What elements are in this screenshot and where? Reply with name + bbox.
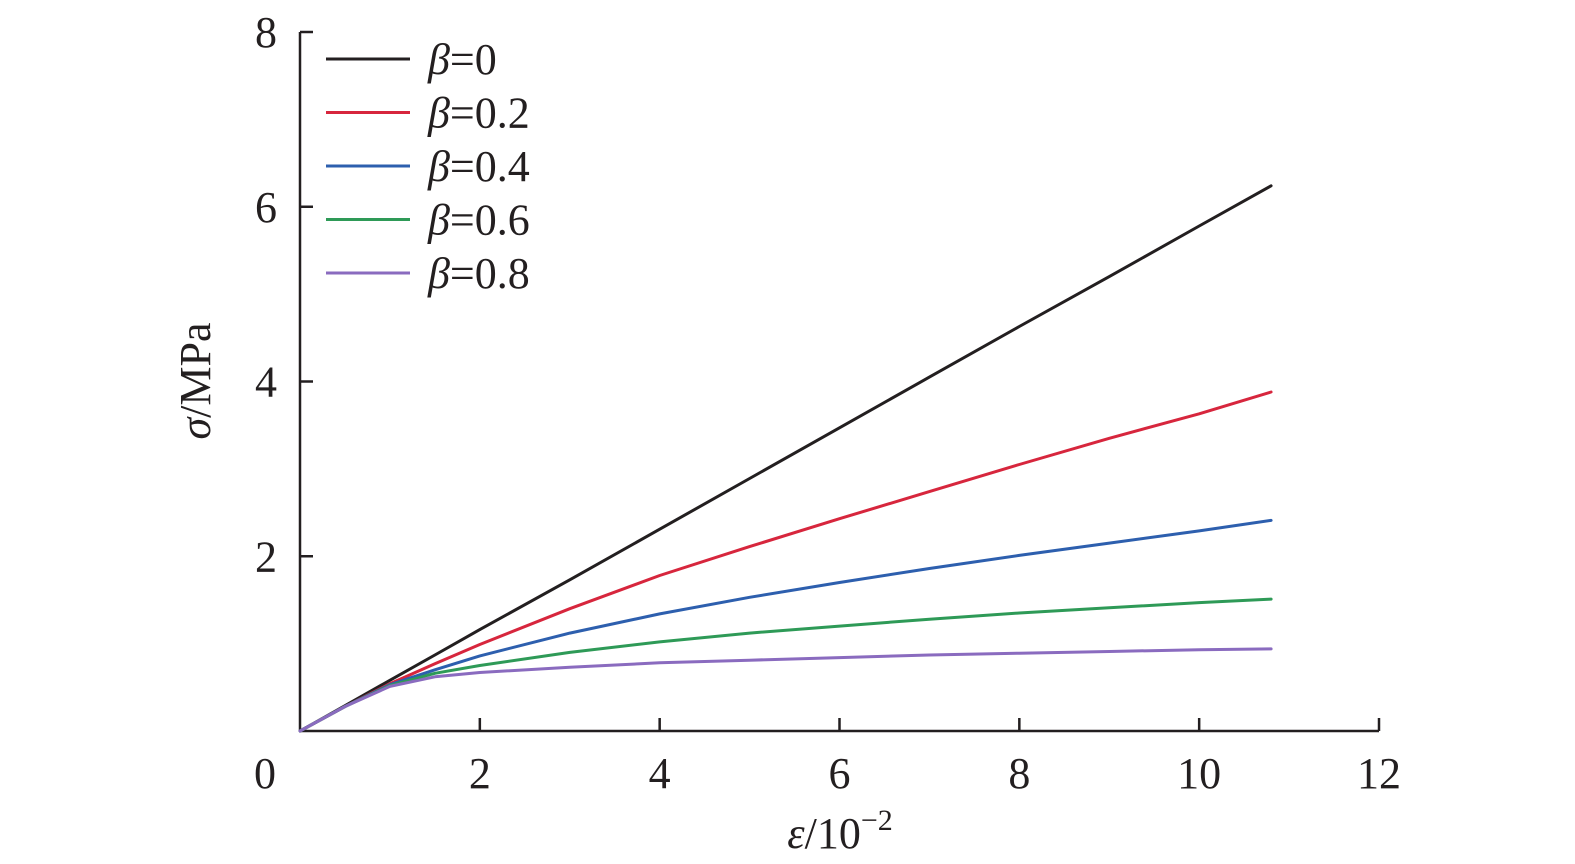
x-axis-label-text: /10 <box>805 809 861 858</box>
legend-label: β=0.6 <box>427 196 530 245</box>
y-tick-label: 4 <box>255 358 277 407</box>
legend-value: =0 <box>450 35 497 84</box>
legend-value: =0.6 <box>450 196 530 245</box>
y-axis-label: σ/MPa <box>171 322 220 439</box>
x-axis-label: ε/10−2 <box>787 804 893 858</box>
legend-label: β=0.2 <box>427 89 530 138</box>
legend-label: β=0.4 <box>427 142 530 191</box>
x-tick-label: 12 <box>1357 749 1401 798</box>
legend-symbol: β <box>427 249 450 298</box>
series-line <box>298 184 1273 733</box>
legend-label: β=0.8 <box>427 249 530 298</box>
series-line <box>298 518 1273 733</box>
y-tick-label: 6 <box>255 183 277 232</box>
legend-value: =0.8 <box>450 249 530 298</box>
x-tick-label: 0 <box>254 749 276 798</box>
y-axis-label-text: /MPa <box>171 322 220 417</box>
ticks: 0 2 4 6 8 10 12 2 4 6 8 <box>254 8 1401 798</box>
y-tick-label: 2 <box>255 532 277 581</box>
x-tick-label: 2 <box>469 749 491 798</box>
x-tick-label: 8 <box>1008 749 1030 798</box>
x-tick-label: 6 <box>829 749 851 798</box>
legend-value: =0.2 <box>450 89 530 138</box>
legend-label: β=0 <box>427 35 497 84</box>
x-axis-exponent: −2 <box>861 804 893 837</box>
x-tick-label: 4 <box>649 749 671 798</box>
x-tick-label: 10 <box>1177 749 1221 798</box>
legend-symbol: β <box>427 35 450 84</box>
series-line <box>298 390 1273 733</box>
y-axis-symbol: σ <box>171 416 220 440</box>
legend: β=0β=0.2β=0.4β=0.6β=0.8 <box>326 35 530 298</box>
legend-symbol: β <box>427 89 450 138</box>
y-tick-label: 8 <box>255 8 277 57</box>
legend-symbol: β <box>427 196 450 245</box>
series-lines <box>298 184 1273 733</box>
series-line <box>298 647 1273 733</box>
legend-symbol: β <box>427 142 450 191</box>
x-axis-symbol: ε <box>787 809 805 858</box>
legend-value: =0.4 <box>450 142 530 191</box>
